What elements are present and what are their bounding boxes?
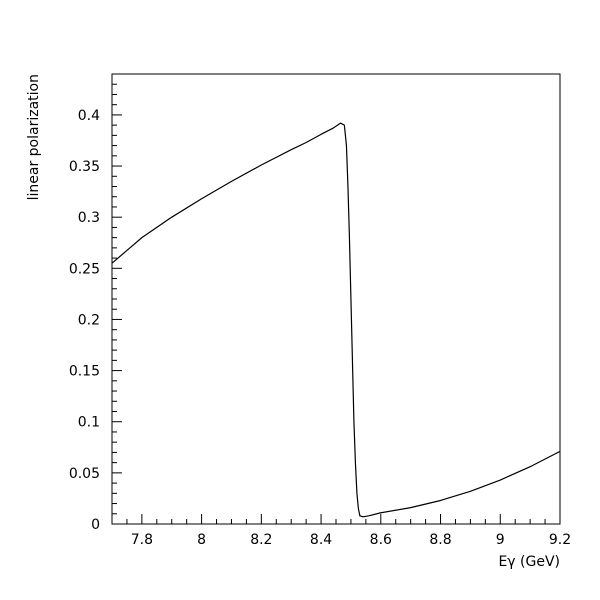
x-tick-label: 9 xyxy=(496,532,505,548)
y-tick-label: 0.4 xyxy=(78,108,100,124)
y-tick-label: 0 xyxy=(91,517,100,533)
x-axis-ticks xyxy=(111,514,561,524)
x-tick-label: 8.6 xyxy=(370,532,392,548)
y-tick-label: 0.3 xyxy=(78,210,100,226)
x-tick-label: 8.8 xyxy=(429,532,451,548)
x-tick-label: 8.2 xyxy=(250,532,272,548)
series-line xyxy=(111,122,561,518)
x-tick-label: 8.4 xyxy=(310,532,332,548)
series-layer xyxy=(111,122,561,518)
y-tick-label: 0.1 xyxy=(78,415,100,431)
y-axis-ticks xyxy=(112,73,122,525)
y-axis-tick-labels: 0 0.05 0.1 0.15 0.2 0.25 0.3 0.35 0.4 xyxy=(69,108,100,533)
x-tick-label: 9.2 xyxy=(549,532,571,548)
x-tick-label: 8 xyxy=(197,532,206,548)
x-tick-label: 7.8 xyxy=(131,532,153,548)
y-axis-title: linear polarization xyxy=(26,74,42,200)
x-axis-title: Eγ (GeV) xyxy=(498,554,560,570)
y-tick-label: 0.15 xyxy=(69,364,100,380)
x-axis-tick-labels: 7.8 8 8.2 8.4 8.6 8.8 9 9.2 xyxy=(131,532,571,548)
y-tick-label: 0.05 xyxy=(69,466,100,482)
y-tick-label: 0.25 xyxy=(69,261,100,277)
y-tick-label: 0.35 xyxy=(69,159,100,175)
y-tick-label: 0.2 xyxy=(78,312,100,328)
plot-frame xyxy=(111,73,561,525)
